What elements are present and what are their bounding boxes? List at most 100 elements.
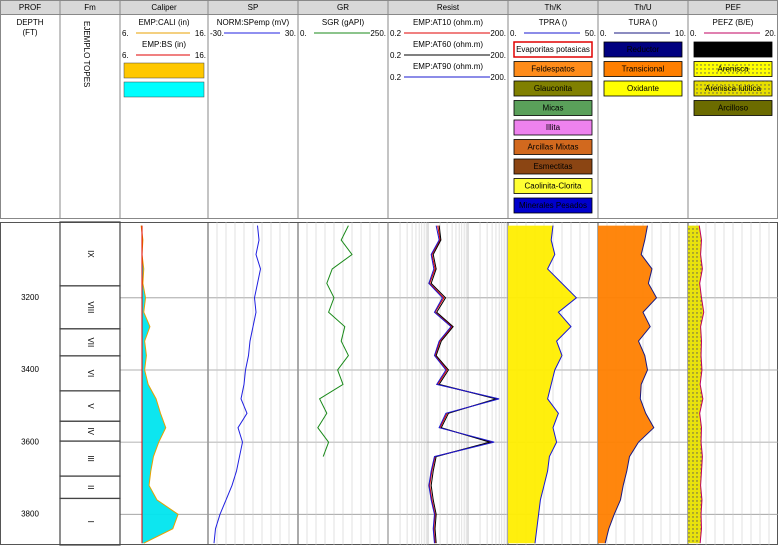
column-title: Th/U [634, 3, 652, 12]
formation-label: III [86, 455, 95, 462]
legend-box [513, 158, 593, 175]
legend-label: Oxidante [627, 84, 660, 93]
legend-box [513, 119, 593, 136]
legend-pattern [694, 81, 772, 96]
scale-label: 0. [510, 29, 517, 38]
legend-box [513, 41, 593, 58]
legend-label: Arenisca [717, 65, 749, 74]
column-title: GR [337, 3, 349, 12]
legend-label: Micas [543, 104, 564, 113]
scale-label: 16. [195, 51, 206, 60]
scale-label: 0.2 [390, 29, 402, 38]
formation-zone [59, 497, 121, 546]
legend-label: Arenisca lutitica [705, 84, 762, 93]
column-title: Resist [437, 3, 460, 12]
scale-label: 50. [585, 29, 596, 38]
formation-label: V [86, 403, 95, 409]
formation-label: II [86, 485, 95, 489]
fill-swatch [123, 81, 205, 98]
legend-label: Minerales Pesados [519, 201, 587, 210]
curve [698, 225, 705, 544]
formation-label: I [86, 521, 95, 523]
scale-label: 6. [122, 51, 129, 60]
scale-label: 6. [122, 29, 129, 38]
curve-name: EMP:AT10 (ohm.m) [413, 18, 483, 27]
curve-name: SGR (gAPI) [322, 18, 365, 27]
formation-label: VII [86, 337, 95, 347]
depth-label: DEPTH [16, 18, 43, 27]
legend-box [603, 41, 683, 58]
scale-label: 200. [490, 29, 506, 38]
column-title: PROF [19, 3, 41, 12]
legend-box [513, 197, 593, 214]
curve-fill [508, 225, 577, 544]
curve-name: PEFZ (B/E) [713, 18, 754, 27]
curve-fill-pattern [688, 225, 704, 544]
scale-label: 0. [600, 29, 607, 38]
column-title: Fm [84, 3, 96, 12]
column-title: PEF [725, 3, 741, 12]
legend-box [603, 61, 683, 77]
legend-label: Illita [546, 123, 561, 132]
scale-label: 200. [490, 51, 506, 60]
legend-box [603, 80, 683, 97]
depth-unit: (FT) [22, 28, 37, 37]
fm-label: EJEMPLO TOPES [82, 21, 91, 87]
curve [604, 225, 658, 544]
column-title: Caliper [151, 3, 177, 12]
curve-name: EMP:AT60 (ohm.m) [413, 40, 483, 49]
curve-name: NORM:SPemp (mV) [217, 18, 290, 27]
formation-label: IX [86, 250, 95, 258]
legend-box [513, 139, 593, 155]
curve [534, 225, 578, 544]
legend-label: Reductor [627, 45, 660, 54]
legend-box [693, 41, 773, 58]
scale-label: 20. [765, 29, 776, 38]
scale-label: 250. [370, 29, 386, 38]
curve-fill [141, 225, 179, 544]
scale-label: 0.2 [390, 51, 402, 60]
formation-label: VI [86, 370, 95, 378]
curve-name: EMP:AT90 (ohm.m) [413, 62, 483, 71]
curve-name: EMP:CALI (in) [138, 18, 189, 27]
legend-label: Arcillas Mixtas [527, 143, 578, 152]
legend-box [693, 100, 773, 116]
legend-label: Caolinita-Clorita [525, 182, 582, 191]
depth-tick-label: 3600 [21, 437, 39, 446]
formation-label: VIII [86, 301, 95, 313]
legend-pattern [694, 61, 772, 77]
formation-label: IV [86, 427, 95, 435]
legend-box [513, 80, 593, 97]
curve [317, 225, 353, 457]
scale-label: 30. [285, 29, 296, 38]
curve-fill [598, 225, 657, 544]
curve [213, 225, 262, 544]
depth-tick-label: 3400 [21, 365, 39, 374]
scale-label: -30. [210, 29, 224, 38]
scale-label: 0. [300, 29, 307, 38]
curve-name: EMP:BS (in) [142, 40, 186, 49]
curve-name: TPRA () [539, 18, 568, 27]
legend-label: Transicional [622, 65, 665, 74]
scale-label: 10. [675, 29, 686, 38]
header-bar [0, 0, 778, 15]
scale-label: 16. [195, 29, 206, 38]
depth-tick-label: 3200 [21, 293, 39, 302]
legend-label: Carbón [720, 45, 746, 54]
curve-name: TURA () [629, 18, 658, 27]
column-title: SP [248, 3, 259, 12]
curve [428, 225, 500, 544]
legend-label: Esmectitas [533, 162, 572, 171]
scale-label: 200. [490, 73, 506, 82]
legend-label: Glauconita [534, 84, 573, 93]
depth-tick-label: 3800 [21, 509, 39, 518]
legend-label: Feldespatos [531, 65, 575, 74]
scale-label: 0.2 [390, 73, 402, 82]
scale-label: 0. [690, 29, 697, 38]
legend-box [513, 178, 593, 194]
column-title: Th/K [545, 3, 563, 12]
fill-swatch [123, 62, 205, 79]
curve [430, 225, 498, 544]
legend-label: Arcilloso [718, 104, 749, 113]
